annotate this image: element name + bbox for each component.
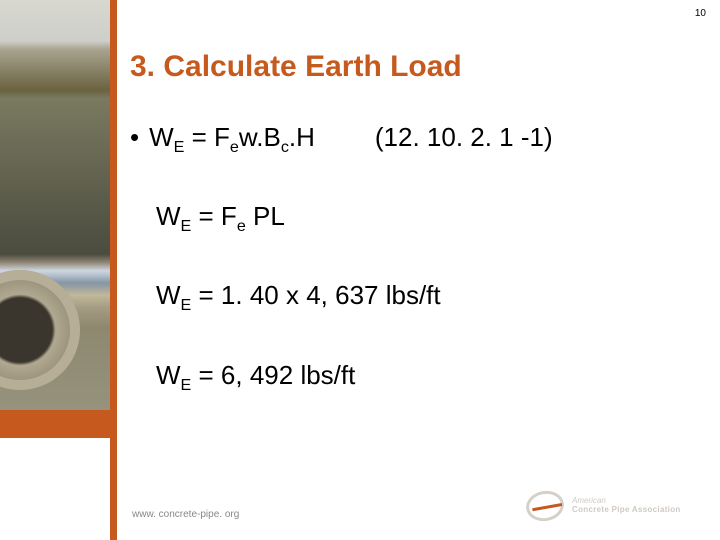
equation-2: WE = Fe PL bbox=[156, 201, 690, 236]
logo-ring-icon bbox=[524, 488, 567, 524]
equation-3: WE = 1. 40 x 4, 637 lbs/ft bbox=[156, 280, 690, 315]
sidebar-white-area bbox=[0, 438, 110, 540]
page-number: 10 bbox=[695, 8, 706, 19]
content-area: 3. Calculate Earth Load • WE = Few.Bc.H … bbox=[130, 50, 690, 439]
logo-text: American Concrete Pipe Association bbox=[572, 497, 681, 515]
bullet: • bbox=[130, 122, 139, 153]
equation-1-reference: (12. 10. 2. 1 -1) bbox=[375, 122, 553, 153]
accent-strip bbox=[110, 0, 117, 540]
equation-1: • WE = Few.Bc.H (12. 10. 2. 1 -1) bbox=[130, 122, 690, 157]
sidebar-orange-band bbox=[0, 410, 110, 438]
equation-1-formula: WE = Few.Bc.H bbox=[149, 122, 315, 157]
equation-4: WE = 6, 492 lbs/ft bbox=[156, 360, 690, 395]
org-logo: American Concrete Pipe Association bbox=[526, 488, 696, 524]
pipe-graphic bbox=[0, 270, 80, 390]
sidebar-photo-strip bbox=[0, 0, 110, 540]
footer-url: www. concrete-pipe. org bbox=[132, 509, 239, 520]
sidebar-photo bbox=[0, 0, 110, 410]
slide-title: 3. Calculate Earth Load bbox=[130, 50, 690, 84]
